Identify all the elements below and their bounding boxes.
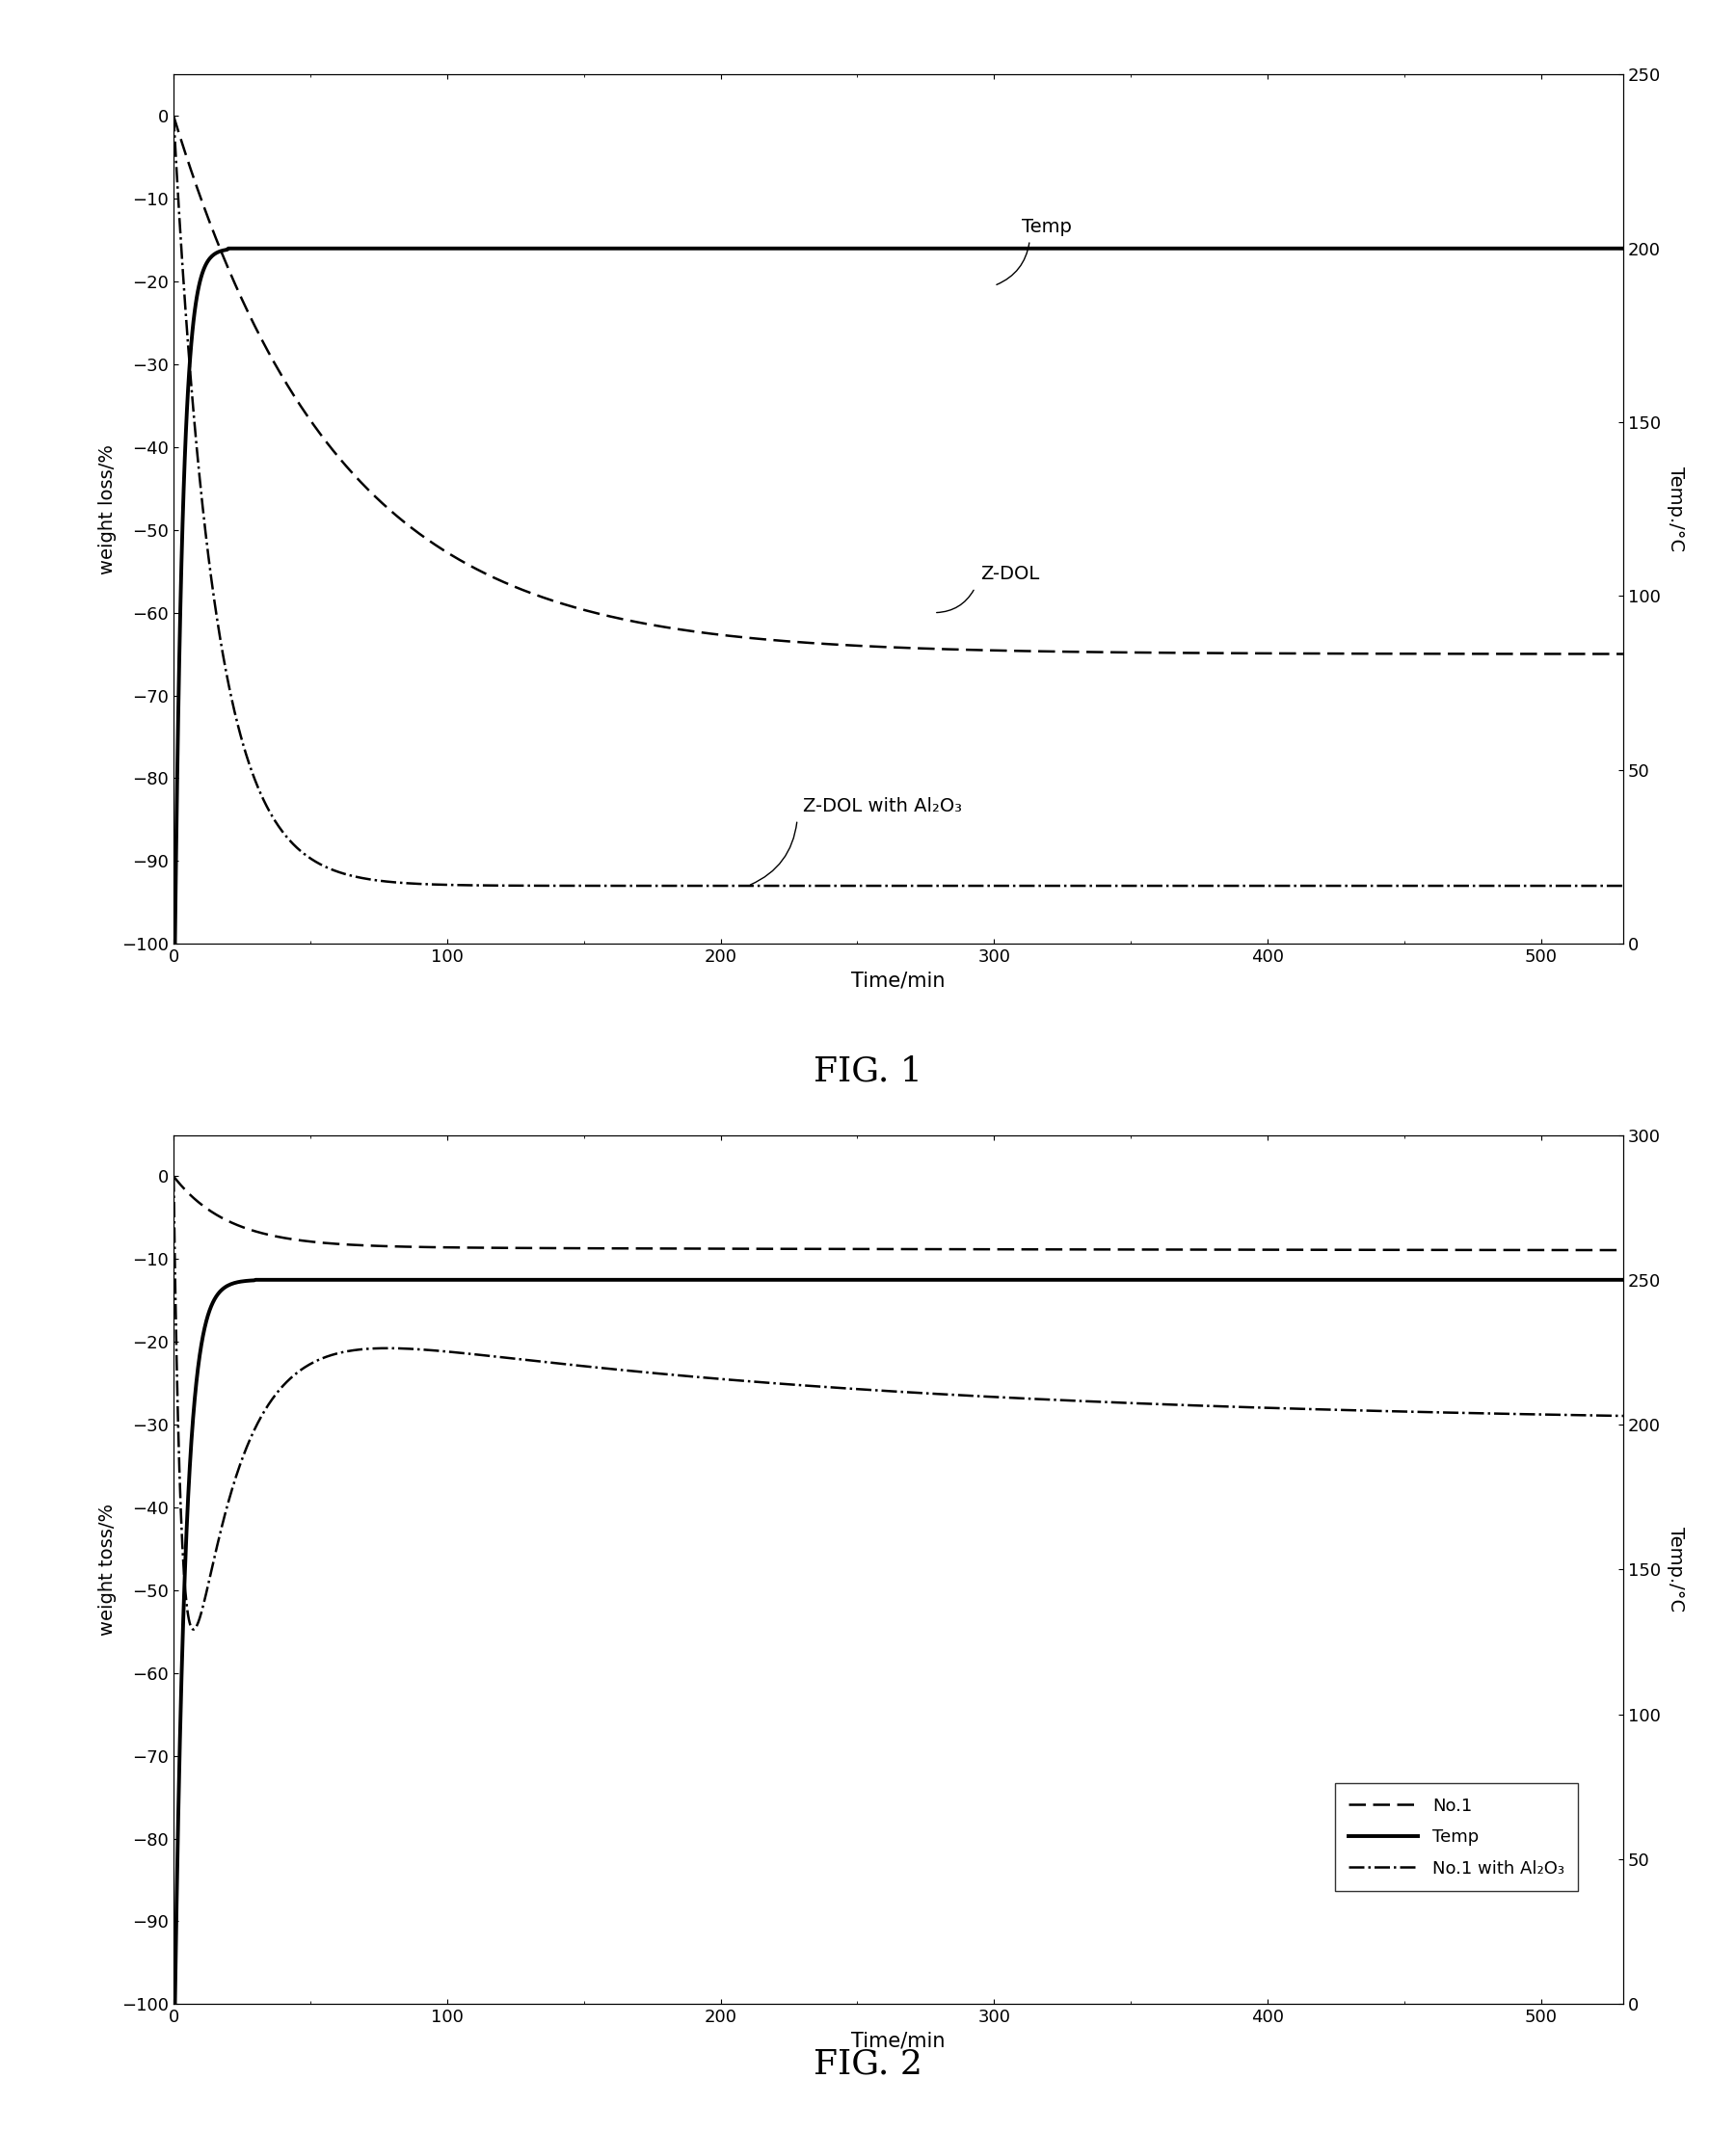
Text: Temp: Temp	[1021, 217, 1071, 237]
Text: Z-DOL with Al₂O₃: Z-DOL with Al₂O₃	[802, 797, 962, 814]
Y-axis label: Temp./°C: Temp./°C	[1667, 1527, 1686, 1612]
Y-axis label: Temp./°C: Temp./°C	[1667, 467, 1686, 552]
X-axis label: Time/min: Time/min	[851, 972, 946, 991]
X-axis label: Time/min: Time/min	[851, 2032, 946, 2051]
Legend: No.1, Temp, No.1 with Al₂O₃: No.1, Temp, No.1 with Al₂O₃	[1335, 1782, 1578, 1891]
Y-axis label: weight loss/%: weight loss/%	[97, 443, 116, 574]
Text: FIG. 2: FIG. 2	[814, 2049, 922, 2081]
Y-axis label: weight toss/%: weight toss/%	[97, 1503, 116, 1635]
Text: FIG. 1: FIG. 1	[814, 1055, 922, 1087]
Text: Z-DOL: Z-DOL	[981, 565, 1040, 584]
